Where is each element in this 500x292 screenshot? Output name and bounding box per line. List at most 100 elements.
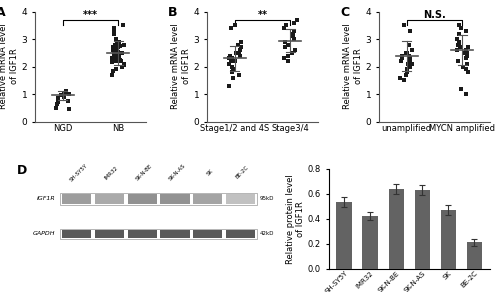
Point (289, 31, 297, 36)
Point (116, 44, 124, 48)
Point (114, 39, 122, 44)
Point (292, 18, 300, 22)
Point (114, 49, 122, 54)
Point (459, 64, 467, 69)
Point (402, 67, 410, 72)
Point (456, 39, 464, 44)
Point (280, 26, 287, 30)
Point (230, 67, 237, 72)
Point (452, 37, 460, 41)
Point (64, 92, 72, 96)
Y-axis label: Relative mRNA level
of IGF1R: Relative mRNA level of IGF1R (172, 24, 191, 110)
Point (462, 56, 470, 61)
Text: 42kD: 42kD (260, 231, 274, 236)
Point (404, 53, 412, 58)
Point (112, 46, 120, 51)
Point (406, 56, 413, 61)
Point (457, 26, 465, 30)
Point (226, 59, 234, 63)
Point (282, 23, 290, 28)
Point (235, 72, 243, 77)
Bar (193, 194, 222, 204)
Point (120, 42, 128, 47)
Point (453, 48, 461, 53)
Point (400, 78, 408, 83)
Point (112, 42, 120, 47)
Point (464, 70, 471, 74)
Point (458, 86, 466, 91)
Bar (160, 230, 190, 238)
Point (229, 75, 237, 80)
Point (226, 56, 234, 61)
Bar (226, 230, 255, 238)
Point (108, 56, 116, 61)
Text: SK: SK (206, 168, 214, 177)
Point (228, 56, 236, 61)
Point (404, 62, 411, 66)
Point (288, 51, 296, 55)
Point (454, 42, 462, 47)
Point (462, 67, 470, 72)
Point (116, 58, 124, 62)
Text: SK-N-BE: SK-N-BE (135, 163, 154, 182)
Point (120, 63, 128, 67)
Point (408, 48, 416, 53)
Bar (160, 194, 190, 204)
Text: B: B (168, 6, 177, 19)
Point (462, 48, 470, 53)
Point (290, 29, 298, 33)
Point (224, 62, 232, 66)
Point (228, 64, 236, 69)
Point (284, 59, 292, 63)
Point (114, 45, 122, 50)
Point (284, 42, 292, 47)
Text: **: ** (258, 10, 268, 20)
Text: ***: *** (83, 10, 98, 20)
Point (110, 45, 118, 50)
Point (114, 53, 122, 58)
Point (402, 72, 410, 77)
Point (65, 107, 73, 112)
Point (225, 84, 233, 88)
Bar (128, 230, 157, 238)
Text: GAPDH: GAPDH (33, 231, 56, 236)
Point (52, 105, 60, 110)
Point (234, 42, 242, 47)
Bar (414, 190, 430, 269)
Bar (193, 230, 222, 238)
Point (396, 75, 404, 80)
Point (237, 39, 245, 44)
Point (109, 48, 117, 53)
Point (112, 48, 120, 53)
Y-axis label: Relative protein level
of IGF1R: Relative protein level of IGF1R (286, 174, 305, 264)
Point (236, 48, 244, 53)
Point (112, 56, 120, 61)
Point (114, 59, 122, 63)
Point (60, 91, 68, 95)
Point (454, 59, 462, 63)
Point (118, 23, 126, 28)
Point (460, 51, 468, 55)
Point (464, 62, 471, 66)
Text: A: A (0, 6, 6, 19)
Text: C: C (340, 6, 349, 19)
Text: SK-N-AS: SK-N-AS (168, 163, 186, 182)
Point (280, 39, 288, 44)
Text: D: D (17, 164, 27, 177)
Point (120, 62, 128, 66)
Point (406, 59, 414, 63)
Point (62, 91, 70, 95)
Point (53, 101, 61, 106)
Point (398, 56, 406, 61)
Point (62, 89, 70, 94)
Point (284, 53, 292, 58)
Bar (128, 194, 157, 204)
Point (402, 51, 410, 55)
Point (232, 51, 240, 55)
Point (463, 51, 471, 55)
Point (406, 29, 414, 33)
Point (398, 53, 406, 58)
Point (232, 59, 239, 63)
Bar (60, 193, 258, 205)
Point (57, 93, 65, 98)
